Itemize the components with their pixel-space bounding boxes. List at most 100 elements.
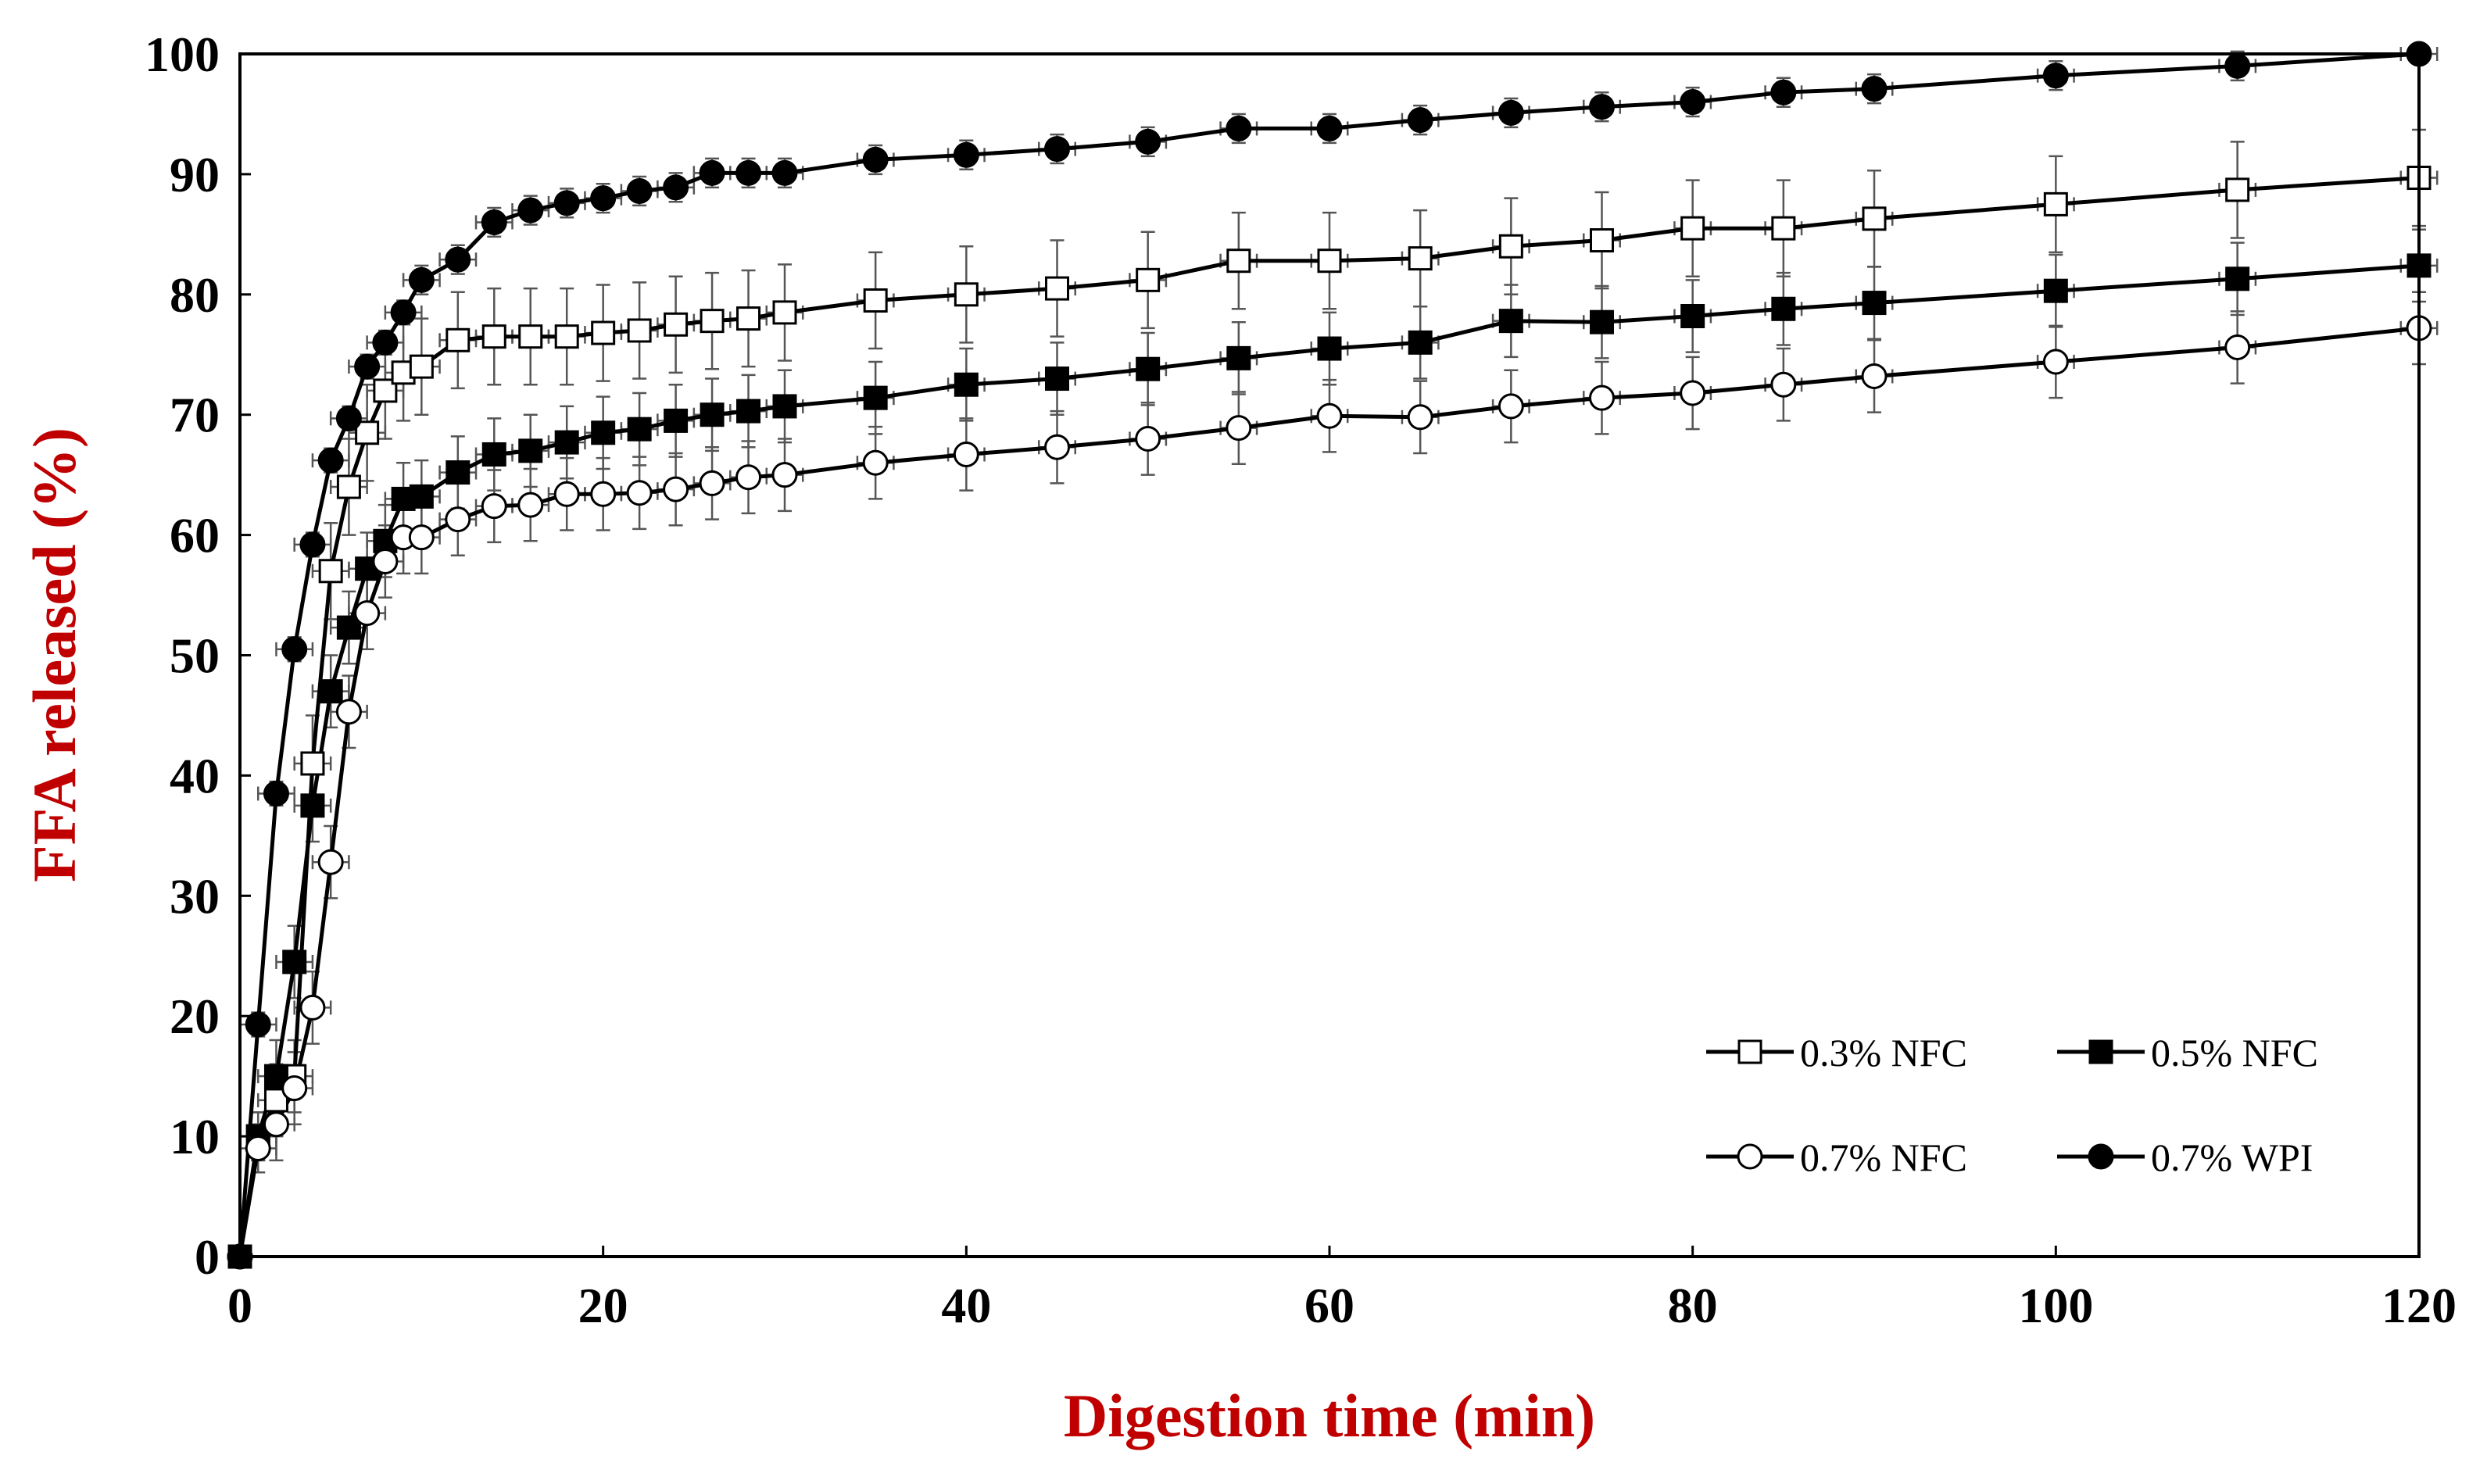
data-point-0-7pct-nfc [626, 480, 653, 506]
data-point-0-3pct-nfc [863, 288, 888, 313]
data-point-0-7pct-wpi [481, 209, 507, 235]
data-point-0-3pct-nfc [300, 751, 325, 776]
data-point-0-7pct-nfc [1589, 384, 1615, 411]
x-tick-label: 100 [2018, 1278, 2093, 1333]
data-point-0-5pct-nfc [591, 420, 616, 445]
data-point-0-7pct-nfc [481, 493, 507, 520]
data-point-0-7pct-wpi [354, 353, 381, 380]
data-point-0-5pct-nfc [1680, 304, 1705, 329]
data-point-0-7pct-nfc [953, 441, 979, 467]
data-point-0-7pct-wpi [663, 174, 689, 201]
data-point-0-7pct-wpi [245, 1011, 271, 1038]
legend-marker-0-3pct-nfc [1737, 1039, 1762, 1064]
data-point-0-5pct-nfc [664, 408, 689, 433]
data-point-0-3pct-nfc [772, 300, 797, 325]
data-point-0-7pct-wpi [1135, 128, 1161, 155]
data-point-0-3pct-nfc [409, 354, 434, 379]
data-point-0-5pct-nfc [627, 417, 652, 442]
y-tick-label: 30 [170, 868, 220, 924]
data-point-0-5pct-nfc [2225, 266, 2250, 291]
series-markers [227, 41, 2432, 1270]
data-point-0-7pct-nfc [317, 849, 344, 875]
data-point-0-3pct-nfc [1680, 216, 1705, 241]
data-point-0-5pct-nfc [282, 949, 307, 974]
data-point-0-3pct-nfc [700, 309, 725, 334]
data-point-0-7pct-wpi [699, 159, 725, 186]
legend: 0.3% NFC 0.5% NFC 0.7% NFC 0.7% WPI [1706, 1031, 2318, 1179]
data-point-0-5pct-nfc [863, 385, 888, 410]
data-point-0-3pct-nfc [1045, 276, 1069, 301]
legend-label-0-5pct-nfc: 0.5% NFC [2151, 1031, 2318, 1075]
data-point-0-7pct-wpi [1770, 79, 1797, 105]
data-point-0-7pct-nfc [590, 481, 617, 507]
data-point-0-7pct-nfc [735, 464, 762, 491]
data-point-0-5pct-nfc [300, 793, 325, 818]
y-tick-label: 90 [170, 147, 220, 202]
data-point-0-7pct-wpi [281, 636, 308, 663]
data-point-0-7pct-wpi [1498, 99, 1524, 126]
data-point-0-5pct-nfc [318, 679, 343, 704]
y-tick-label: 70 [170, 388, 220, 443]
data-point-0-5pct-nfc [1045, 367, 1069, 392]
y-tick-label: 60 [170, 508, 220, 563]
data-point-0-7pct-nfc [1044, 434, 1070, 460]
x-tick-label: 80 [1668, 1278, 1718, 1333]
data-point-0-7pct-wpi [953, 141, 979, 168]
data-point-0-7pct-nfc [862, 449, 889, 476]
data-point-0-3pct-nfc [1226, 249, 1251, 274]
data-point-0-3pct-nfc [446, 327, 471, 352]
data-point-0-7pct-nfc [445, 506, 471, 533]
data-point-0-3pct-nfc [1862, 206, 1887, 231]
legend-label-0-7pct-nfc: 0.7% NFC [1800, 1135, 1967, 1179]
data-point-0-5pct-nfc [700, 402, 725, 427]
legend-label-0-3pct-nfc: 0.3% NFC [1800, 1031, 1967, 1075]
data-point-0-5pct-nfc [1498, 309, 1523, 334]
data-point-0-7pct-wpi [2042, 63, 2069, 89]
data-point-0-7pct-wpi [1226, 115, 1252, 141]
x-tick-label: 0 [227, 1278, 252, 1333]
data-point-0-7pct-wpi [590, 185, 617, 212]
data-point-0-7pct-nfc [408, 524, 435, 551]
data-point-0-3pct-nfc [954, 282, 979, 307]
data-point-0-3pct-nfc [2225, 177, 2250, 202]
data-point-0-7pct-nfc [1226, 415, 1252, 442]
data-point-0-5pct-nfc [1862, 291, 1887, 316]
data-point-0-7pct-nfc [1770, 371, 1797, 398]
data-point-0-3pct-nfc [481, 324, 506, 349]
data-point-0-3pct-nfc [1771, 216, 1796, 241]
x-axis-title: Digestion time (min) [1064, 1382, 1595, 1450]
data-point-0-7pct-nfc [281, 1075, 308, 1102]
y-tick-label: 80 [170, 267, 220, 323]
data-point-0-7pct-nfc [1680, 380, 1706, 406]
data-point-0-7pct-nfc [553, 481, 580, 507]
data-point-0-7pct-nfc [2042, 349, 2069, 375]
data-point-0-7pct-wpi [735, 159, 762, 186]
data-point-0-5pct-nfc [1226, 345, 1251, 370]
data-point-0-7pct-nfc [335, 699, 362, 725]
data-point-0-3pct-nfc [736, 306, 761, 331]
data-point-0-7pct-nfc [1316, 402, 1343, 429]
data-point-0-7pct-wpi [2224, 52, 2251, 79]
data-point-0-7pct-wpi [626, 177, 653, 204]
data-point-0-5pct-nfc [518, 438, 543, 463]
data-point-0-7pct-nfc [663, 476, 689, 502]
y-tick-label: 100 [145, 27, 220, 82]
data-point-0-7pct-wpi [1407, 107, 1433, 134]
y-tick-label: 40 [170, 748, 220, 803]
data-point-0-5pct-nfc [1317, 336, 1342, 361]
data-point-0-3pct-nfc [1498, 234, 1523, 259]
y-tick-label: 0 [195, 1229, 220, 1285]
data-point-0-5pct-nfc [954, 372, 979, 397]
data-point-0-7pct-wpi [553, 190, 580, 216]
data-point-0-7pct-nfc [699, 470, 725, 496]
data-point-0-5pct-nfc [554, 430, 579, 455]
data-point-0-3pct-nfc [627, 318, 652, 343]
data-point-0-3pct-nfc [336, 474, 361, 499]
data-point-0-7pct-wpi [408, 266, 435, 293]
data-point-0-7pct-wpi [1044, 136, 1070, 163]
data-point-0-7pct-nfc [517, 492, 544, 518]
data-point-0-3pct-nfc [355, 420, 380, 445]
x-tick-label: 120 [2381, 1278, 2457, 1333]
x-tick-label: 60 [1304, 1278, 1354, 1333]
